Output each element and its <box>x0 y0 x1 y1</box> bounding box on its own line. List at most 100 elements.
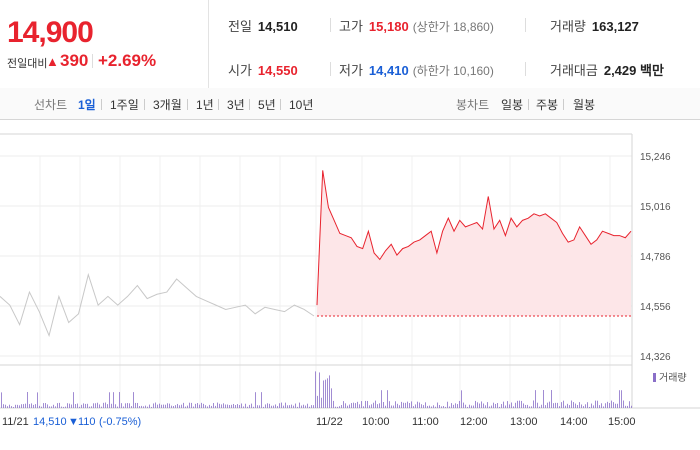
volume-bar <box>529 406 530 408</box>
divider <box>528 99 529 110</box>
volume-bar <box>517 400 518 408</box>
volume-bar <box>515 402 516 408</box>
volume-bar <box>573 402 574 408</box>
volume-bar <box>443 405 444 408</box>
volume-bar <box>461 390 462 408</box>
volume-bar <box>355 403 356 408</box>
prev-day-change: 110 <box>78 416 96 428</box>
volume-bar <box>403 402 404 408</box>
volume-bar <box>67 403 68 408</box>
volume-bar <box>323 380 324 408</box>
volume-bar <box>99 404 100 408</box>
stat-sub: (하한가 10,160) <box>412 64 494 78</box>
tab-monthly-candle[interactable]: 월봉 <box>573 98 596 112</box>
divider <box>144 99 145 110</box>
volume-bar <box>133 392 134 408</box>
volume-bar <box>441 406 442 408</box>
volume-bar <box>121 403 122 408</box>
volume-bar <box>63 406 64 408</box>
volume-bar <box>417 401 418 408</box>
tab-1day[interactable]: 1일 <box>78 98 96 112</box>
volume-bar <box>91 406 92 408</box>
volume-bar <box>53 404 54 408</box>
down-arrow-icon: ▼ <box>68 416 79 428</box>
volume-bar <box>339 406 340 408</box>
volume-bar <box>583 406 584 408</box>
tab-1year[interactable]: 1년 <box>196 98 214 112</box>
volume-bar <box>115 404 116 408</box>
volume-bar <box>279 403 280 408</box>
volume-bar <box>425 402 426 408</box>
volume-bar <box>419 402 420 408</box>
volume-bar <box>163 404 164 408</box>
y-tick-label: 15,016 <box>640 202 671 213</box>
volume-bar <box>627 405 628 408</box>
volume-bar <box>15 404 16 408</box>
volume-bar <box>429 405 430 408</box>
volume-bar <box>103 402 104 408</box>
change-label: 전일대비 <box>7 58 48 70</box>
volume-bar <box>511 402 512 408</box>
volume-bar <box>13 406 14 408</box>
volume-bar <box>547 402 548 408</box>
volume-bar <box>247 406 248 408</box>
volume-bar <box>593 405 594 408</box>
volume-bar <box>603 406 604 408</box>
tab-3month[interactable]: 3개월 <box>153 98 182 112</box>
volume-bar <box>183 402 184 408</box>
volume-bar <box>485 405 486 408</box>
volume-bar <box>131 406 132 408</box>
tab-weekly-candle[interactable]: 주봉 <box>536 98 559 112</box>
volume-bar <box>65 406 66 408</box>
volume-bar <box>305 405 306 408</box>
x-tick-label: 14:00 <box>560 416 588 428</box>
stat-value: 14,410 <box>368 63 409 78</box>
tab-daily-candle[interactable]: 일봉 <box>501 98 524 112</box>
volume-bar <box>287 405 288 408</box>
volume-bar <box>551 390 552 408</box>
volume-bar <box>209 404 210 408</box>
volume-bar <box>325 379 326 408</box>
stat-value: 2,429 백만 <box>603 63 664 78</box>
tab-3year[interactable]: 3년 <box>227 98 245 112</box>
volume-bar <box>113 392 114 408</box>
volume-bar <box>137 402 138 408</box>
stat-label: 전일 <box>228 19 252 34</box>
volume-bar <box>303 404 304 408</box>
volume-bar <box>199 404 200 408</box>
volume-bar <box>119 392 120 408</box>
volume-bar <box>89 406 90 408</box>
volume-bar <box>201 402 202 408</box>
volume-bar <box>501 404 502 408</box>
volume-bar <box>25 403 26 408</box>
volume-bar <box>193 406 194 408</box>
volume-bar <box>619 390 620 408</box>
candle-chart-label: 봉차트 <box>456 98 490 112</box>
volume-bar <box>609 403 610 408</box>
prev-day-date: 11/21 <box>2 416 29 428</box>
tab-10year[interactable]: 10년 <box>289 98 314 112</box>
volume-bar <box>457 404 458 408</box>
volume-bar <box>179 405 180 408</box>
volume-bar <box>273 405 274 408</box>
volume-bar <box>297 406 298 408</box>
volume-bar <box>153 403 154 408</box>
divider <box>249 99 250 110</box>
divider <box>101 99 102 110</box>
volume-bar <box>147 406 148 408</box>
tab-5year[interactable]: 5년 <box>258 98 276 112</box>
volume-bar <box>49 406 50 408</box>
volume-bar <box>311 405 312 408</box>
volume-bar <box>539 406 540 408</box>
volume-bar <box>101 406 102 408</box>
volume-bar <box>45 403 46 408</box>
volume-bar <box>409 403 410 408</box>
volume-bar <box>161 404 162 408</box>
volume-bar <box>545 405 546 408</box>
change-value: 390 <box>60 51 89 70</box>
volume-bar <box>349 404 350 408</box>
volume-bar <box>79 406 80 408</box>
volume-bar <box>415 404 416 408</box>
tab-1week[interactable]: 1주일 <box>110 98 139 112</box>
volume-bar <box>235 405 236 408</box>
